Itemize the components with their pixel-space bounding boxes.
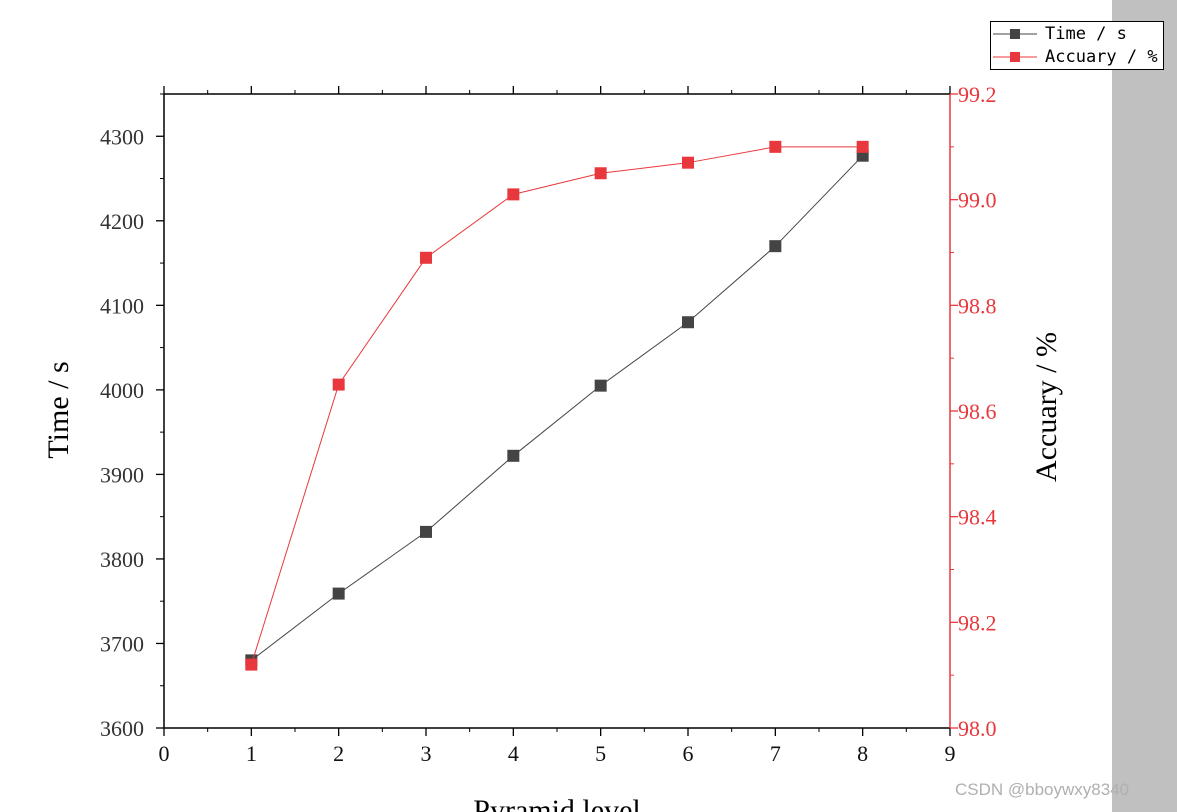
legend-item-accuracy: Accuary / % (991, 46, 1163, 68)
y-left-tick-label: 3800 (100, 547, 144, 572)
legend-marker-accuracy (993, 52, 1037, 62)
data-point-accuracy (594, 167, 607, 180)
data-point-time (594, 379, 607, 392)
data-point-time (420, 525, 432, 538)
y-left-tick-label: 3600 (100, 716, 144, 741)
x-tick-label: 7 (770, 741, 781, 766)
y-left-tick-label: 4100 (100, 293, 144, 318)
x-tick-label: 5 (595, 741, 606, 766)
legend-marker-time (993, 29, 1037, 39)
data-point-time (682, 316, 694, 329)
side-panel (1112, 0, 1177, 812)
y-left-tick-label: 3900 (100, 462, 144, 487)
series-line-accuracy (250, 146, 863, 665)
series-line-time (251, 155, 864, 661)
x-tick-label: 6 (683, 741, 694, 766)
y-left-tick-label: 3700 (100, 631, 144, 656)
y-right-tick-label: 98.2 (958, 610, 997, 635)
watermark: CSDN @bboywxy8340 (955, 780, 1130, 799)
y-axis-left-title: Time / s (42, 361, 75, 458)
y-right-tick-label: 99.2 (958, 82, 997, 107)
y-right-tick-label: 98.0 (958, 716, 997, 741)
y-left-tick-label: 4300 (100, 124, 144, 149)
x-tick-label: 9 (945, 741, 956, 766)
legend: Time / s Accuary / % (990, 21, 1164, 70)
x-tick-label: 0 (159, 741, 170, 766)
data-point-accuracy (682, 156, 694, 169)
x-axis-title: Pyramid level (473, 794, 640, 812)
data-point-accuracy (420, 251, 432, 264)
legend-label-time: Time / s (1045, 24, 1127, 44)
x-tick-label: 3 (421, 741, 432, 766)
data-point-time (769, 240, 782, 253)
data-point-accuracy (332, 378, 345, 391)
legend-label-accuracy: Accuary / % (1045, 47, 1158, 67)
data-point-accuracy (507, 188, 520, 201)
data-point-time (332, 587, 345, 600)
y-right-tick-label: 98.8 (958, 293, 997, 318)
x-tick-label: 8 (857, 741, 868, 766)
legend-item-time: Time / s (991, 23, 1163, 45)
y-right-tick-label: 98.6 (958, 399, 997, 424)
x-tick-label: 2 (333, 741, 344, 766)
data-point-accuracy (245, 658, 258, 671)
y-axis-right-title: Accuary / % (1030, 332, 1063, 482)
y-right-tick-label: 98.4 (958, 505, 997, 530)
data-point-accuracy (769, 140, 782, 153)
data-point-accuracy (856, 140, 869, 153)
x-tick-label: 1 (246, 741, 257, 766)
y-right-tick-label: 99.0 (958, 188, 997, 213)
data-point-time (507, 449, 520, 462)
y-left-tick-label: 4000 (100, 378, 144, 403)
y-left-tick-label: 4200 (100, 209, 144, 234)
x-tick-label: 4 (508, 741, 519, 766)
